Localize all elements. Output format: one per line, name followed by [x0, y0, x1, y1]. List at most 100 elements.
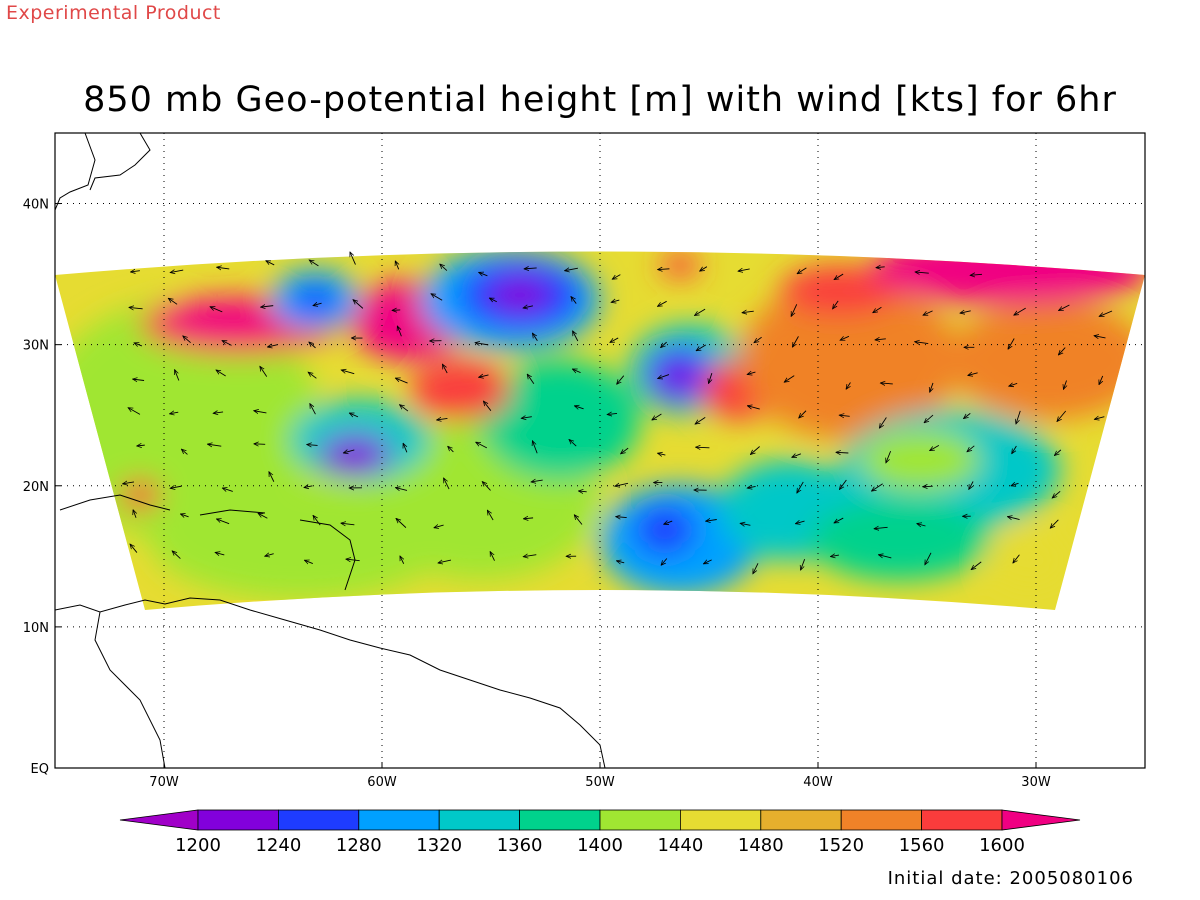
wind-arrow — [873, 306, 882, 313]
wind-arrow — [879, 417, 887, 428]
colorbar-segment — [921, 809, 1003, 831]
wind-arrow — [216, 519, 230, 525]
wind-arrow — [754, 336, 762, 342]
colorbar-segment — [680, 809, 762, 831]
wind-arrow — [880, 383, 893, 384]
lat-tick-label: 20N — [23, 480, 49, 495]
wind-arrow — [479, 375, 489, 377]
lon-tick-label: 60W — [367, 775, 397, 790]
wind-arrow — [784, 375, 795, 383]
wind-arrow — [1099, 310, 1113, 316]
wind-arrow — [489, 552, 495, 561]
wind-arrow — [839, 415, 850, 416]
wind-arrow — [696, 344, 707, 351]
wind-arrow — [531, 480, 543, 482]
colorbar-segment — [358, 809, 440, 831]
lon-tick-label: 40W — [803, 775, 833, 790]
wind-arrow — [313, 515, 321, 526]
wind-arrow — [696, 447, 710, 448]
wind-arrow — [1009, 383, 1018, 386]
wind-arrow — [434, 525, 444, 528]
wind-arrow — [1052, 490, 1061, 498]
wind-arrow — [180, 514, 189, 517]
map-axes: 70W 60W 50W 40W 30W EQ 10N 20N 30N 40N — [23, 198, 1051, 790]
wind-arrow — [475, 343, 489, 345]
wind-arrow — [615, 483, 629, 486]
wind-arrow — [661, 558, 668, 566]
lat-tick-label: 10N — [23, 621, 49, 636]
wind-arrow — [210, 307, 223, 313]
wind-arrow — [222, 488, 233, 492]
wind-arrow — [1014, 307, 1026, 315]
wind-arrow — [700, 266, 708, 271]
wind-arrow — [448, 446, 454, 453]
wind-arrow — [664, 521, 673, 524]
colorbar-segment — [197, 809, 279, 831]
wind-arrow — [658, 269, 670, 270]
wind-arrow — [129, 307, 143, 308]
lon-tick-label: 70W — [149, 775, 179, 790]
wind-arrow — [307, 445, 318, 446]
wind-arrow — [971, 561, 982, 570]
wind-arrow — [476, 442, 488, 449]
wind-arrow — [706, 520, 717, 522]
wind-arrow — [175, 370, 180, 381]
wind-arrow — [134, 343, 143, 346]
wind-arrow — [350, 252, 356, 265]
wind-arrow — [834, 517, 844, 523]
lat-tick-label: 30N — [23, 339, 49, 354]
wind-arrow — [658, 374, 670, 379]
wind-arrow — [915, 342, 929, 344]
wind-arrow — [846, 382, 851, 389]
wind-vectors — [123, 252, 1113, 574]
wind-arrow — [747, 406, 760, 410]
wind-arrow — [222, 341, 232, 346]
wind-arrow — [309, 260, 319, 267]
wind-arrow — [1011, 483, 1019, 486]
wind-arrow — [170, 412, 179, 414]
wind-arrow — [569, 439, 577, 447]
wind-arrow — [479, 272, 488, 276]
wind-arrow — [346, 559, 360, 561]
wind-arrow — [571, 296, 577, 304]
wind-arrow — [489, 298, 498, 302]
colorbar-segment — [840, 809, 923, 831]
wind-arrow — [130, 271, 140, 272]
wind-arrow — [137, 445, 145, 446]
wind-arrow — [661, 341, 667, 347]
wind-arrow — [574, 515, 583, 525]
wind-arrow — [924, 414, 934, 423]
wind-arrow — [215, 552, 225, 555]
colorbar-level-label: 1240 — [255, 835, 301, 856]
wind-arrow — [610, 337, 619, 343]
wind-arrow — [607, 413, 618, 414]
wind-arrow — [310, 404, 316, 415]
wind-arrow — [266, 261, 275, 266]
experimental-product-label: Experimental Product — [6, 2, 221, 24]
wind-arrow — [836, 452, 849, 453]
wind-arrow — [797, 481, 804, 493]
wind-arrow — [695, 308, 706, 315]
colorbar-segment — [760, 809, 842, 831]
wind-arrow — [795, 521, 805, 524]
wind-arrow — [309, 342, 316, 349]
wind-arrow — [487, 510, 494, 521]
colorbar-low-triangle — [119, 809, 199, 831]
wind-arrow — [753, 563, 759, 574]
wind-arrow — [1058, 347, 1066, 355]
wind-arrow — [792, 336, 799, 347]
wind-arrow — [170, 486, 182, 488]
wind-arrow — [1099, 375, 1104, 385]
wind-arrow — [878, 555, 892, 559]
wind-arrow — [1057, 410, 1067, 422]
wind-arrow — [616, 517, 627, 518]
wind-arrow — [440, 264, 448, 271]
wind-arrow — [523, 518, 534, 519]
wind-arrow — [801, 559, 806, 570]
colorbar-level-label: 1360 — [497, 835, 543, 856]
wind-arrow — [621, 447, 629, 454]
wind-arrow — [747, 372, 756, 374]
wind-arrow — [168, 298, 178, 305]
wind-arrow — [254, 411, 267, 413]
